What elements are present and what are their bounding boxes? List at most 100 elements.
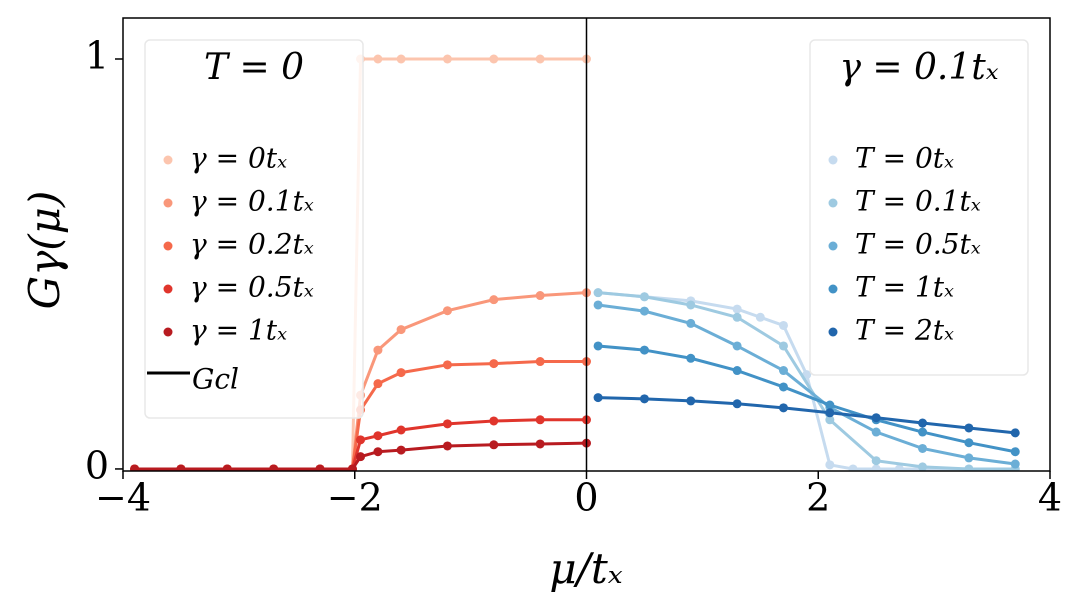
data-point: [732, 304, 742, 314]
legend-title: γ = 0.1tₓ: [839, 47, 998, 88]
data-point: [396, 54, 406, 64]
legend-label: T = 0.5tₓ: [855, 228, 981, 261]
legend-label: γ = 0.2tₓ: [190, 228, 314, 261]
y-tick-label: 1: [85, 33, 109, 77]
data-point: [176, 464, 186, 471]
data-point: [269, 464, 279, 471]
data-point: [732, 399, 742, 409]
plot-area: [130, 54, 1020, 471]
data-point: [356, 452, 366, 462]
data-point: [535, 357, 545, 367]
series-line: [597, 291, 1016, 471]
data-point: [778, 366, 788, 376]
data-point: [535, 439, 545, 449]
data-point: [918, 462, 928, 471]
data-point: [825, 408, 835, 418]
data-point: [396, 325, 406, 335]
data-point: [825, 400, 835, 410]
data-point: [918, 418, 928, 428]
data-point: [871, 413, 881, 423]
data-point: [347, 464, 357, 471]
data-point: [442, 306, 452, 316]
data-point: [686, 353, 696, 363]
data-point: [396, 445, 406, 455]
legend-marker: [163, 198, 173, 208]
legend-marker: [828, 327, 838, 337]
data-point: [222, 464, 232, 471]
data-point: [871, 456, 881, 466]
data-point: [778, 403, 788, 413]
legend-marker: [828, 155, 838, 165]
legend-label: γ = 1tₓ: [190, 314, 287, 347]
data-point: [825, 460, 835, 470]
legend-title: T = 0: [204, 47, 304, 88]
data-point: [373, 447, 383, 457]
data-point: [918, 427, 928, 437]
data-point: [964, 464, 974, 471]
data-point: [964, 453, 974, 463]
data-point: [535, 54, 545, 64]
data-point: [639, 394, 649, 404]
series-line: [597, 344, 1016, 454]
data-point: [686, 300, 696, 310]
data-point: [396, 425, 406, 435]
legend-label: γ = 0.5tₓ: [190, 271, 314, 304]
data-point: [1010, 447, 1020, 457]
x-tick-label: −2: [327, 476, 383, 520]
legend-box: [144, 39, 364, 419]
data-point: [442, 441, 452, 451]
legend-marker: [163, 284, 173, 294]
data-point: [686, 318, 696, 328]
y-axis-label: Gγ(μ): [20, 191, 69, 310]
legend-label: Gcl: [192, 363, 239, 396]
legend-marker: [163, 241, 173, 251]
data-point: [489, 416, 499, 426]
legend-label: T = 2tₓ: [855, 314, 954, 347]
data-point: [778, 382, 788, 392]
legend-label: T = 0.1tₓ: [855, 185, 981, 218]
data-point: [535, 291, 545, 301]
data-point: [964, 423, 974, 433]
data-point: [489, 440, 499, 450]
series-line: [597, 303, 1016, 466]
data-point: [373, 54, 383, 64]
x-tick-label: −4: [95, 476, 151, 520]
data-point: [593, 341, 603, 351]
data-point: [894, 464, 904, 471]
data-point: [639, 292, 649, 302]
data-point: [964, 438, 974, 448]
legend-marker: [163, 155, 173, 165]
data-point: [130, 464, 140, 471]
legend-marker: [828, 198, 838, 208]
data-point: [639, 306, 649, 316]
data-point: [396, 368, 406, 378]
data-point: [778, 320, 788, 330]
data-point: [442, 54, 452, 64]
data-point: [1010, 428, 1020, 438]
data-point: [356, 435, 366, 445]
data-point: [489, 54, 499, 64]
data-point: [825, 415, 835, 425]
legend-marker: [828, 241, 838, 251]
data-point: [535, 415, 545, 425]
legend-label: T = 1tₓ: [855, 271, 954, 304]
axes-frame: [122, 17, 1051, 472]
legend-label: γ = 0.1tₓ: [190, 185, 314, 218]
x-tick-label: 4: [1038, 476, 1062, 520]
data-point: [639, 345, 649, 355]
data-point: [489, 295, 499, 305]
y-tick-label: 0: [85, 443, 109, 487]
x-tick-label: 0: [574, 476, 598, 520]
data-point: [732, 312, 742, 322]
data-point: [593, 300, 603, 310]
data-point: [489, 359, 499, 369]
data-point: [373, 345, 383, 355]
legend-label: T = 0tₓ: [855, 142, 954, 175]
data-point: [755, 312, 765, 322]
data-point: [373, 431, 383, 441]
data-point: [315, 464, 325, 471]
data-point: [686, 396, 696, 406]
data-point: [848, 464, 858, 471]
legend-box: [809, 39, 1029, 376]
